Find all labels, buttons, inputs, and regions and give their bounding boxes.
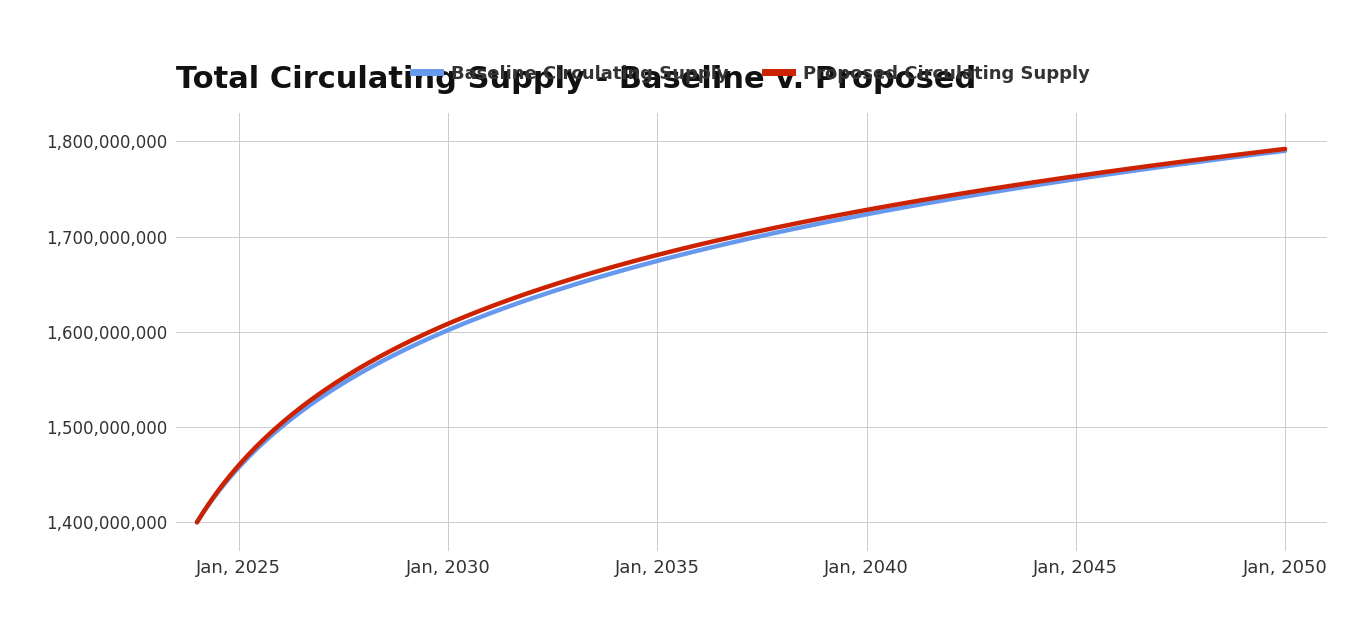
Proposed Circulating Supply: [936, 193, 952, 200]
Line: Proposed Circulating Supply: Proposed Circulating Supply: [196, 149, 1285, 522]
Line: Baseline Circulating Supply: Baseline Circulating Supply: [196, 151, 1285, 522]
Proposed Circulating Supply: [1277, 145, 1293, 153]
Baseline Circulating Supply: [188, 518, 204, 526]
Proposed Circulating Supply: [188, 518, 204, 526]
Baseline Circulating Supply: [301, 403, 317, 410]
Proposed Circulating Supply: [628, 257, 645, 264]
Proposed Circulating Supply: [301, 398, 317, 406]
Baseline Circulating Supply: [628, 263, 645, 270]
Proposed Circulating Supply: [1057, 174, 1074, 182]
Baseline Circulating Supply: [1057, 177, 1074, 185]
Baseline Circulating Supply: [936, 197, 952, 204]
Proposed Circulating Supply: [1037, 177, 1053, 184]
Legend: Baseline Circulating Supply, Proposed Circulating Supply: Baseline Circulating Supply, Proposed Ci…: [413, 64, 1090, 83]
Proposed Circulating Supply: [668, 247, 684, 254]
Baseline Circulating Supply: [1037, 180, 1053, 187]
Baseline Circulating Supply: [668, 252, 684, 260]
Baseline Circulating Supply: [1277, 147, 1293, 155]
Text: Total Circulating Supply - Baseline v. Proposed: Total Circulating Supply - Baseline v. P…: [176, 64, 976, 94]
